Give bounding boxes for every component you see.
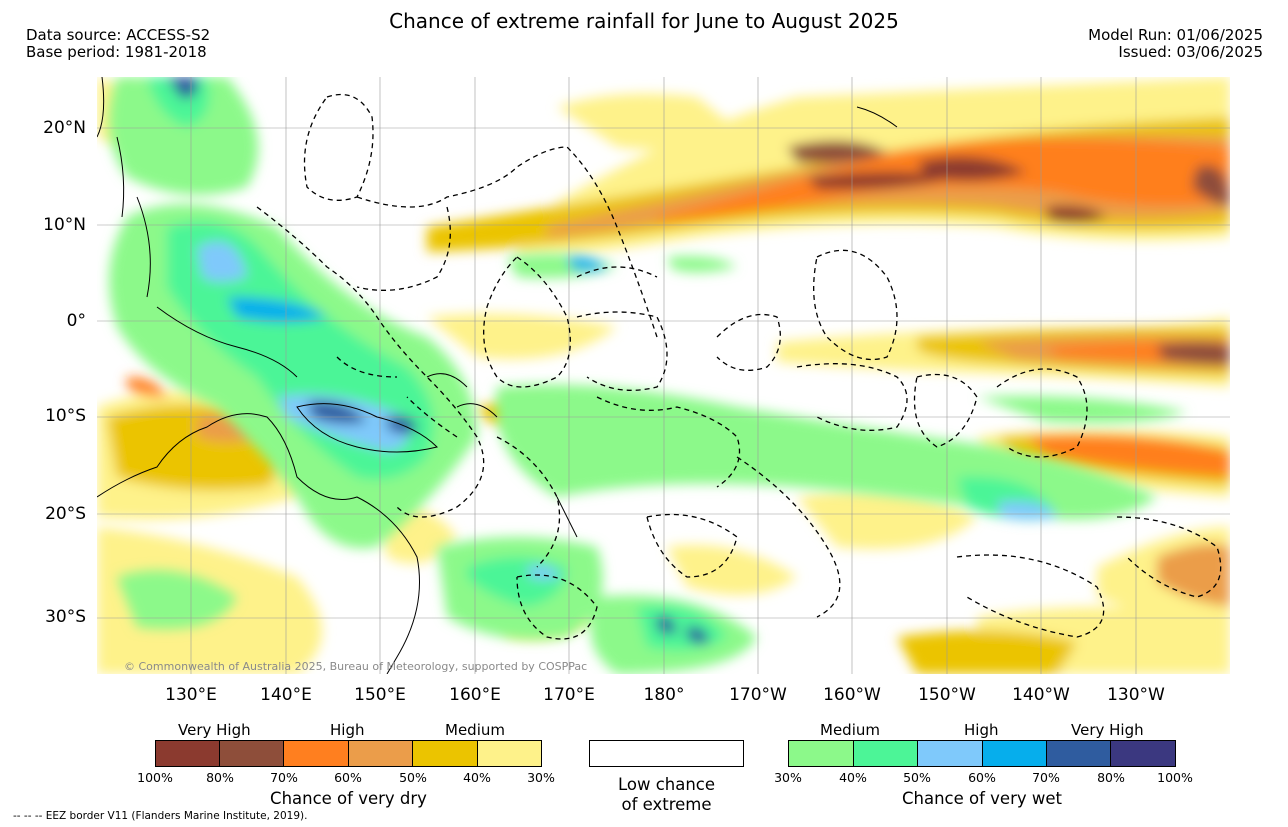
lon-label-130w: 130°W — [1107, 685, 1165, 705]
copyright-note: © Commonwealth of Australia 2025, Bureau… — [124, 660, 588, 673]
lat-label-10s: 10°S — [45, 406, 86, 426]
wet-swatch-6 — [1110, 740, 1176, 767]
low-chance-line2: of extreme — [621, 795, 712, 814]
dry-swatch-1 — [155, 740, 220, 767]
wet-legend-title: Chance of very wet — [902, 789, 1062, 808]
dry-tick: 70% — [270, 770, 298, 785]
graticule — [97, 77, 1230, 674]
dry-swatch-4 — [348, 740, 413, 767]
dry-cat-very-high: Very High — [178, 721, 251, 739]
rainfall-map — [97, 77, 1230, 674]
dry-legend-title: Chance of very dry — [270, 789, 427, 808]
eez-borders — [256, 93, 1222, 640]
wet-tick: 60% — [968, 770, 996, 785]
low-chance-swatch — [589, 740, 744, 767]
dry-tick: 60% — [334, 770, 362, 785]
low-chance-line1: Low chance — [617, 775, 716, 794]
dry-tick: 30% — [527, 770, 555, 785]
dry-swatch-2 — [219, 740, 284, 767]
lon-label-140e: 140°E — [260, 685, 312, 705]
coastlines — [97, 77, 898, 674]
lon-label-150w: 150°W — [918, 685, 976, 705]
model-run-text: Model Run: 01/06/2025 — [1088, 26, 1263, 44]
data-source-text: Data source: ACCESS-S2 — [26, 26, 211, 44]
base-period-text: Base period: 1981-2018 — [26, 43, 207, 61]
dry-cat-high: High — [330, 721, 365, 739]
lon-label-180: 180° — [643, 685, 685, 705]
lon-label-170w: 170°W — [729, 685, 787, 705]
wet-swatch-1 — [788, 740, 854, 767]
wet-tick: 80% — [1097, 770, 1125, 785]
wet-cat-very-high: Very High — [1071, 721, 1144, 739]
dry-tick: 80% — [206, 770, 234, 785]
wet-tick: 70% — [1032, 770, 1060, 785]
issued-text: Issued: 03/06/2025 — [1118, 43, 1263, 61]
lat-label-20n: 20°N — [43, 118, 86, 138]
map-title: Chance of extreme rainfall for June to A… — [389, 9, 899, 33]
dry-anomaly-fields — [97, 77, 1230, 674]
eez-footnote: -- -- -- EEZ border V11 (Flanders Marine… — [13, 810, 308, 822]
lon-label-160w: 160°W — [823, 685, 881, 705]
wet-anomaly-fields — [109, 77, 1187, 674]
wet-swatch-3 — [917, 740, 983, 767]
wet-tick: 100% — [1157, 770, 1193, 785]
lat-label-0: 0° — [66, 311, 86, 331]
dry-tick: 40% — [463, 770, 491, 785]
lat-label-20s: 20°S — [45, 504, 86, 524]
header-right: Model Run: 01/06/2025 Issued: 03/06/2025 — [1088, 27, 1263, 61]
wet-cat-high: High — [964, 721, 999, 739]
lon-label-170e: 170°E — [543, 685, 595, 705]
lat-label-30s: 30°S — [45, 607, 86, 627]
low-chance-label: Low chance of extreme — [589, 775, 744, 815]
wet-tick: 30% — [774, 770, 802, 785]
lon-label-150e: 150°E — [354, 685, 406, 705]
wet-tick: 40% — [839, 770, 867, 785]
dry-tick: 100% — [137, 770, 173, 785]
lon-label-130e: 130°E — [165, 685, 217, 705]
wet-swatch-5 — [1046, 740, 1111, 767]
header-left: Data source: ACCESS-S2 Base period: 1981… — [26, 27, 210, 61]
wet-tick: 50% — [903, 770, 931, 785]
dry-swatch-5 — [412, 740, 478, 767]
wet-swatch-2 — [853, 740, 918, 767]
dry-swatch-6 — [477, 740, 542, 767]
wet-swatch-4 — [982, 740, 1047, 767]
map-canvas — [97, 77, 1230, 674]
wet-cat-medium: Medium — [820, 721, 880, 739]
lon-label-140w: 140°W — [1012, 685, 1070, 705]
dry-tick: 50% — [399, 770, 427, 785]
dry-swatch-3 — [283, 740, 349, 767]
dry-cat-medium: Medium — [445, 721, 505, 739]
lat-label-10n: 10°N — [43, 215, 86, 235]
lon-label-160e: 160°E — [449, 685, 501, 705]
